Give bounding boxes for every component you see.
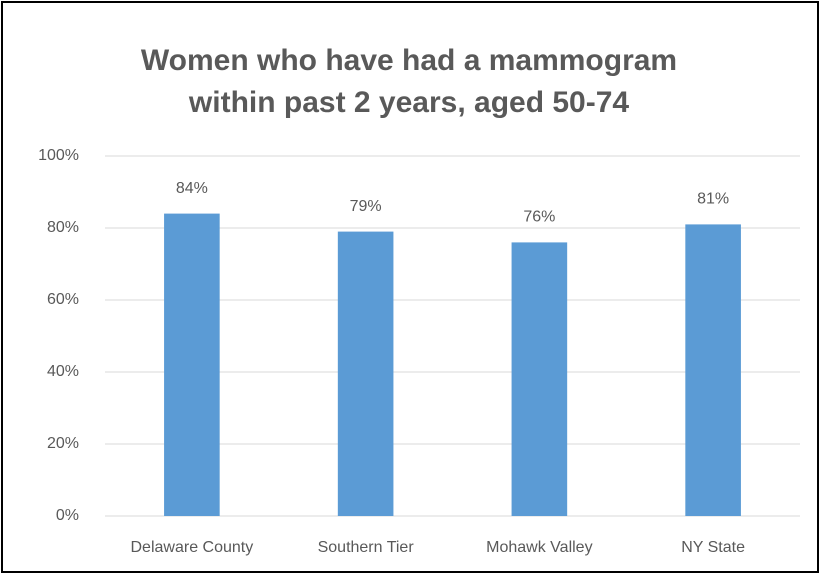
data-label: 79% xyxy=(350,198,382,215)
x-tick-label: NY State xyxy=(681,539,745,556)
data-label: 81% xyxy=(697,191,729,208)
y-tick-label: 0% xyxy=(56,507,79,524)
y-tick-label: 100% xyxy=(38,147,79,164)
bar xyxy=(511,242,568,516)
x-tick-label: Southern Tier xyxy=(318,539,415,556)
bar xyxy=(337,231,394,516)
x-tick-label: Delaware County xyxy=(131,539,254,556)
data-label: 76% xyxy=(523,209,555,226)
x-tick-label: Mohawk Valley xyxy=(486,539,592,556)
y-tick-label: 40% xyxy=(47,363,79,380)
bar xyxy=(164,213,220,516)
chart-title: Women who have had a mammogram within pa… xyxy=(140,44,678,119)
bar xyxy=(685,224,741,516)
y-tick-label: 20% xyxy=(47,435,79,452)
y-tick-label: 80% xyxy=(47,219,79,236)
y-tick-label: 60% xyxy=(47,291,79,308)
data-label: 84% xyxy=(176,180,208,197)
